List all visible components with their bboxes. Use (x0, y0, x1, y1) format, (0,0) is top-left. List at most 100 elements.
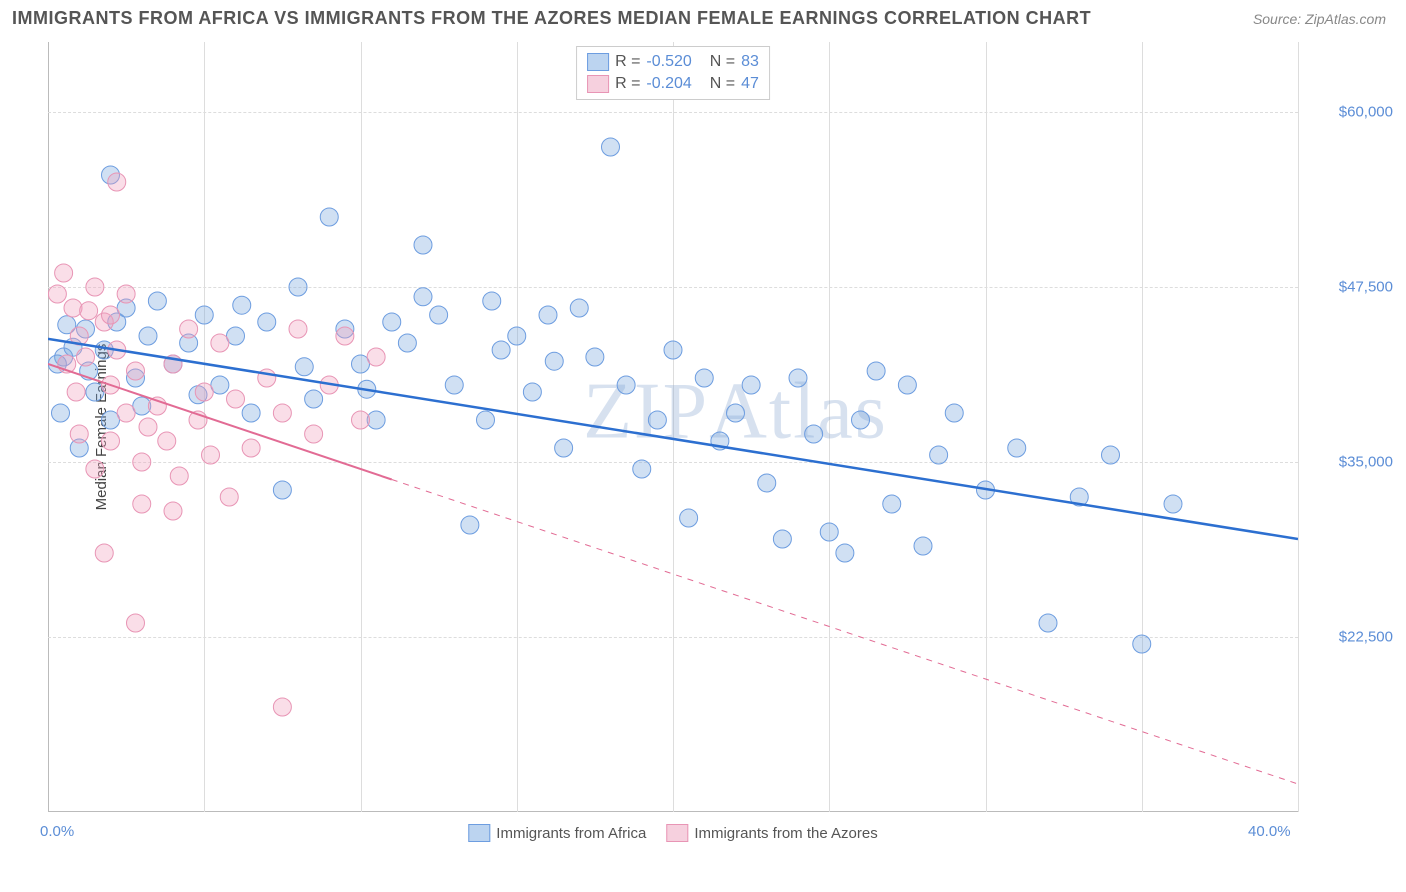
scatter-point (336, 327, 354, 345)
scatter-point (70, 425, 88, 443)
trend-line-dashed (392, 480, 1298, 785)
scatter-point (483, 292, 501, 310)
scatter-point (586, 348, 604, 366)
scatter-point (758, 474, 776, 492)
scatter-point (67, 383, 85, 401)
series-name-africa: Immigrants from Africa (496, 825, 646, 842)
scatter-point (492, 341, 510, 359)
scatter-point (170, 467, 188, 485)
gridline-v (1298, 42, 1299, 812)
scatter-point (289, 278, 307, 296)
scatter-point (52, 404, 70, 422)
scatter-point (320, 208, 338, 226)
series-name-azores: Immigrants from the Azores (694, 825, 877, 842)
scatter-point (1008, 439, 1026, 457)
scatter-point (820, 523, 838, 541)
scatter-point (352, 411, 370, 429)
x-tick-label: 0.0% (40, 823, 74, 840)
y-tick-label: $47,500 (1339, 279, 1393, 296)
scatter-point (1102, 446, 1120, 464)
scatter-point (211, 334, 229, 352)
scatter-point (461, 516, 479, 534)
scatter-point (1039, 614, 1057, 632)
scatter-point (242, 439, 260, 457)
scatter-point (680, 509, 698, 527)
n-label: N = (710, 75, 735, 93)
scatter-point (86, 460, 104, 478)
chart-container: Median Female Earnings ZIPAtlas $22,500$… (48, 42, 1298, 812)
scatter-point (305, 425, 323, 443)
scatter-point (64, 299, 82, 317)
scatter-point (742, 376, 760, 394)
swatch-africa-bottom (468, 824, 490, 842)
scatter-point (945, 404, 963, 422)
scatter-point (133, 453, 151, 471)
scatter-point (695, 369, 713, 387)
scatter-point (202, 446, 220, 464)
scatter-point (914, 537, 932, 555)
scatter-point (295, 358, 313, 376)
scatter-point (398, 334, 416, 352)
scatter-point (852, 411, 870, 429)
scatter-point (117, 404, 135, 422)
scatter-point (445, 376, 463, 394)
scatter-point (102, 432, 120, 450)
scatter-point (158, 432, 176, 450)
scatter-point (133, 495, 151, 513)
scatter-point (414, 236, 432, 254)
scatter-point (220, 488, 238, 506)
trend-line (48, 339, 1298, 539)
scatter-point (383, 313, 401, 331)
scatter-svg (48, 42, 1298, 812)
r-label: R = (615, 53, 640, 71)
scatter-point (633, 460, 651, 478)
scatter-point (148, 292, 166, 310)
scatter-point (648, 411, 666, 429)
correlation-row-africa: R = -0.520 N = 83 (587, 51, 759, 73)
scatter-point (508, 327, 526, 345)
n-value-azores: 47 (741, 75, 759, 93)
scatter-point (95, 544, 113, 562)
scatter-point (602, 138, 620, 156)
scatter-point (367, 348, 385, 366)
scatter-point (555, 439, 573, 457)
legend-item-africa: Immigrants from Africa (468, 824, 646, 842)
r-value-azores: -0.204 (646, 75, 691, 93)
scatter-point (258, 313, 276, 331)
scatter-point (102, 306, 120, 324)
scatter-point (805, 425, 823, 443)
scatter-point (180, 320, 198, 338)
scatter-point (273, 481, 291, 499)
scatter-point (273, 698, 291, 716)
scatter-point (108, 173, 126, 191)
scatter-point (127, 362, 145, 380)
swatch-azores-bottom (666, 824, 688, 842)
scatter-point (867, 362, 885, 380)
scatter-point (570, 299, 588, 317)
y-tick-label: $60,000 (1339, 104, 1393, 121)
scatter-point (930, 446, 948, 464)
scatter-point (430, 306, 448, 324)
scatter-point (139, 327, 157, 345)
swatch-azores (587, 75, 609, 93)
scatter-point (539, 306, 557, 324)
scatter-point (117, 285, 135, 303)
scatter-point (523, 383, 541, 401)
scatter-point (48, 285, 66, 303)
scatter-point (1164, 495, 1182, 513)
scatter-point (55, 264, 73, 282)
scatter-point (773, 530, 791, 548)
n-label: N = (710, 53, 735, 71)
scatter-point (86, 278, 104, 296)
legend-item-azores: Immigrants from the Azores (666, 824, 877, 842)
scatter-point (836, 544, 854, 562)
scatter-point (305, 390, 323, 408)
scatter-point (898, 376, 916, 394)
r-value-africa: -0.520 (646, 53, 691, 71)
source-attribution: Source: ZipAtlas.com (1253, 11, 1386, 27)
scatter-point (727, 404, 745, 422)
y-tick-label: $35,000 (1339, 454, 1393, 471)
scatter-point (195, 383, 213, 401)
scatter-point (80, 302, 98, 320)
scatter-point (77, 348, 95, 366)
